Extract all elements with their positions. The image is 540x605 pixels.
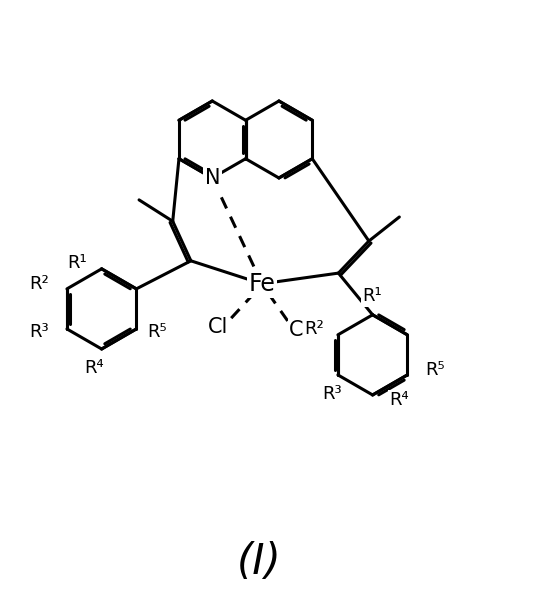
Text: Fe: Fe (248, 272, 275, 296)
Text: Cl: Cl (289, 320, 309, 340)
Text: R⁵: R⁵ (426, 361, 445, 379)
Text: Cl: Cl (207, 316, 228, 336)
Text: (I): (I) (237, 541, 282, 583)
Text: N: N (205, 168, 220, 188)
Text: R¹: R¹ (363, 287, 382, 305)
Text: R⁴: R⁴ (389, 391, 409, 410)
Text: R¹: R¹ (68, 255, 87, 272)
Text: R³: R³ (323, 385, 342, 402)
Text: R⁵: R⁵ (147, 322, 166, 341)
Text: R²: R² (304, 321, 323, 338)
Text: R²: R² (29, 275, 49, 293)
Text: R³: R³ (29, 322, 49, 341)
Text: R⁴: R⁴ (84, 359, 104, 377)
